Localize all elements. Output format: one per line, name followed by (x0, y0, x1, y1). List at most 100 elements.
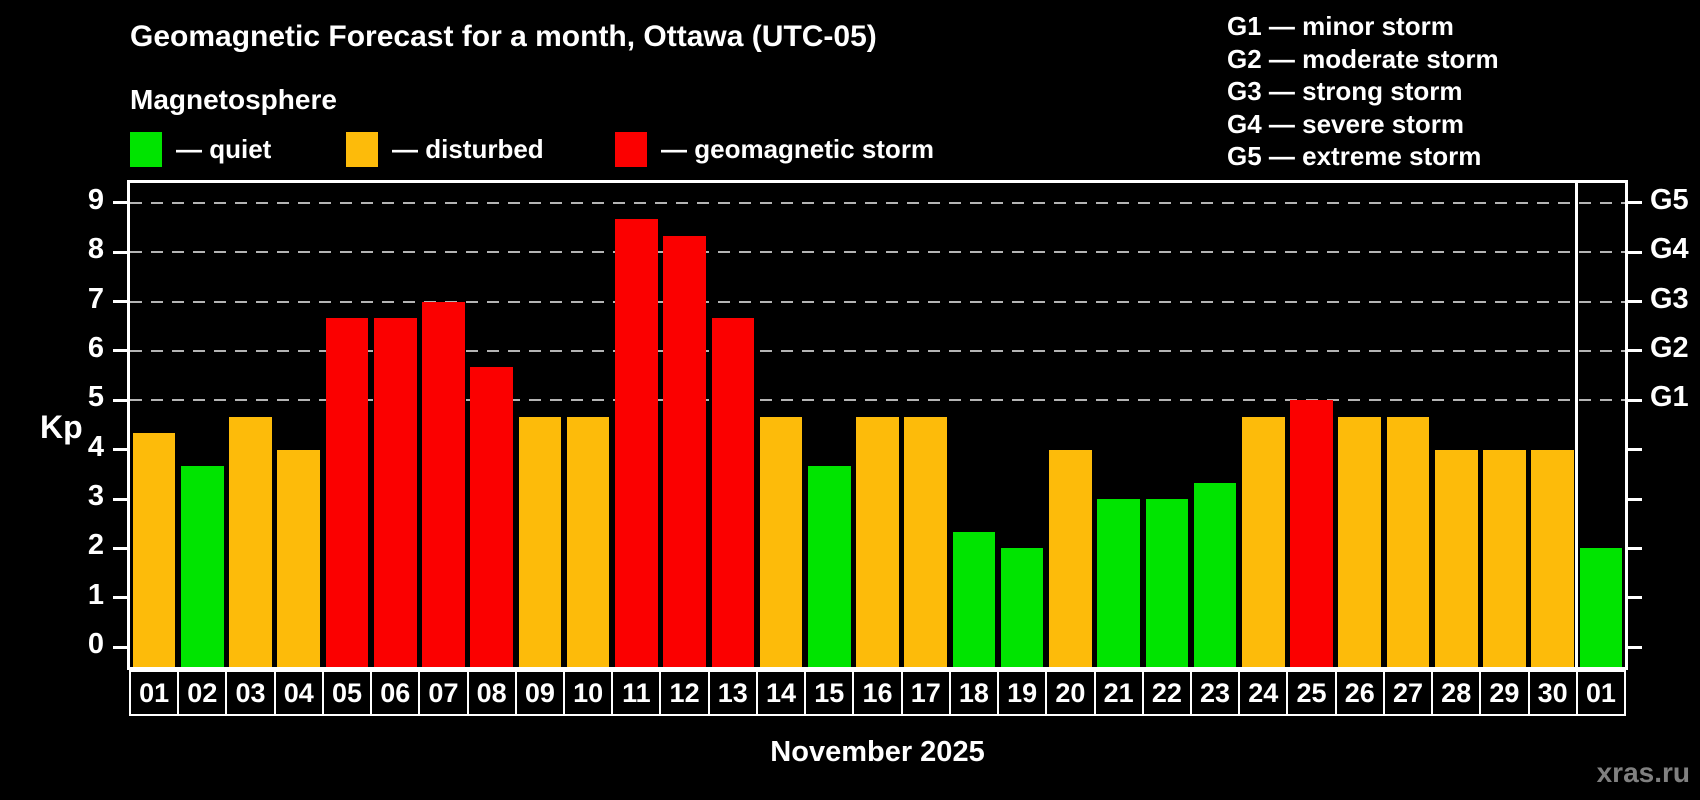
x-label-17-day-17: 17 (900, 670, 951, 716)
y-tick-left-2 (113, 546, 127, 550)
kp-bar-24-day-24 (1241, 416, 1285, 667)
storm-scale-line-g5: G5 — extreme storm (1227, 141, 1482, 171)
kp-bar-27-day-27 (1386, 416, 1430, 667)
x-label-5-day-05: 05 (321, 670, 373, 716)
y-axis-label-3: 3 (87, 480, 104, 513)
y-tick-right-8 (1628, 250, 1642, 254)
storm-scale-line-g2: G2 — moderate storm (1227, 43, 1499, 74)
x-label-27-day-27: 27 (1382, 670, 1434, 716)
y-axis-label-7: 7 (87, 282, 104, 315)
x-label-19-day-19: 19 (997, 670, 1048, 716)
x-label-20-day-20: 20 (1045, 670, 1096, 716)
gridline-kp9 (130, 201, 1625, 204)
legend-item-storm: — geomagnetic storm (615, 131, 934, 167)
kp-bar-15-day-15 (807, 466, 851, 667)
magnetosphere-label: Magnetosphere (130, 84, 337, 115)
storm-scale-legend: G1 — minor storm G2 — moderate storm G3 — … (1227, 10, 1499, 173)
kp-bar-11-day-11 (615, 219, 658, 667)
kp-bar-16-day-16 (856, 416, 899, 667)
kp-bar-3-day-03 (229, 416, 272, 667)
y-tick-left-3 (113, 497, 127, 501)
legend-item-quiet: — quiet (130, 131, 271, 167)
y-tick-right-6 (1628, 349, 1642, 353)
g-scale-label-g1: G1 (1650, 381, 1689, 414)
g-scale-label-g5: G5 (1650, 183, 1689, 216)
g-scale-label-g4: G4 (1650, 233, 1689, 266)
kp-bar-4-day-04 (277, 449, 321, 667)
x-label-3-day-03: 03 (225, 670, 276, 716)
y-axis-label-6: 6 (87, 331, 104, 364)
y-tick-right-4 (1628, 448, 1642, 452)
x-label-13-day-13: 13 (707, 670, 758, 716)
y-axis-label-1: 1 (87, 578, 104, 611)
legend-swatch-disturbed (346, 131, 378, 167)
gridline-kp8 (130, 251, 1625, 254)
gridline-kp5 (130, 399, 1625, 402)
x-label-28-day-28: 28 (1431, 670, 1482, 716)
kp-bar-10-day-10 (566, 416, 610, 667)
x-label-18-day-18: 18 (948, 670, 1000, 716)
y-tick-left-1 (113, 596, 127, 600)
kp-bar-23-day-23 (1193, 482, 1237, 667)
kp-bar-5-day-05 (325, 317, 369, 667)
legend-item-disturbed: — disturbed (346, 131, 544, 167)
y-axis-label-9: 9 (87, 183, 104, 216)
kp-bar-7-day-07 (422, 301, 465, 667)
storm-scale-line-g4: G4 — severe storm (1227, 108, 1465, 139)
y-tick-right-5 (1628, 398, 1642, 402)
kp-bar-6-day-06 (373, 317, 417, 667)
y-tick-left-5 (113, 398, 127, 402)
y-tick-right-9 (1628, 201, 1642, 205)
y-tick-left-9 (113, 201, 127, 205)
kp-bar-14-day-14 (759, 416, 803, 667)
y-tick-right-7 (1628, 300, 1642, 304)
x-label-1-day-01: 01 (129, 670, 180, 716)
y-tick-left-7 (113, 300, 127, 304)
kp-bar-19-day-19 (1000, 548, 1044, 667)
month-boundary-line (1575, 183, 1579, 667)
watermark: xras.ru (1596, 757, 1690, 788)
legend-label-quiet: — quiet (176, 133, 272, 164)
kp-bar-25-day-25 (1290, 400, 1333, 667)
kp-bar-29-day-29 (1483, 449, 1526, 667)
kp-bar-21-day-21 (1097, 499, 1140, 667)
month-caption: November 2025 (770, 736, 985, 768)
x-label-22-day-22: 22 (1141, 670, 1192, 716)
x-label-23-day-23: 23 (1189, 670, 1241, 716)
x-label-25-day-25: 25 (1286, 670, 1337, 716)
kp-bar-13-day-13 (711, 317, 755, 667)
y-axis-label-2: 2 (87, 529, 104, 562)
kp-bar-31-day-01 (1579, 548, 1623, 667)
y-axis-label-0: 0 (87, 628, 104, 661)
x-label-16-day-16: 16 (852, 670, 903, 716)
x-label-8-day-08: 08 (466, 670, 517, 716)
x-label-31-day-01: 01 (1575, 670, 1626, 716)
x-label-6-day-06: 06 (370, 670, 421, 716)
chart-title: Geomagnetic Forecast for a month, Ottawa… (130, 20, 877, 53)
y-tick-left-6 (113, 349, 127, 353)
y-tick-left-4 (113, 448, 127, 452)
x-label-4-day-04: 04 (273, 670, 324, 716)
x-label-11-day-11: 11 (611, 670, 662, 716)
storm-scale-line-g3: G3 — strong storm (1227, 76, 1463, 106)
g-scale-label-g3: G3 (1650, 282, 1689, 315)
x-label-26-day-26: 26 (1334, 670, 1385, 716)
kp-bar-20-day-20 (1049, 449, 1092, 667)
x-label-9-day-09: 09 (514, 670, 566, 716)
g-scale-label-g2: G2 (1650, 331, 1689, 364)
y-axis-title: Kp (40, 409, 83, 445)
kp-bar-2-day-02 (181, 466, 224, 667)
legend-swatch-storm (615, 131, 647, 167)
kp-bar-18-day-18 (952, 532, 996, 667)
x-label-24-day-24: 24 (1238, 670, 1289, 716)
y-tick-right-2 (1628, 546, 1642, 550)
x-label-7-day-07: 07 (418, 670, 469, 716)
plot-area (130, 183, 1625, 667)
y-axis-label-5: 5 (87, 381, 104, 414)
y-axis-label-8: 8 (87, 233, 104, 266)
kp-bar-12-day-12 (663, 235, 706, 667)
x-label-21-day-21: 21 (1093, 670, 1144, 716)
kp-bar-28-day-28 (1434, 449, 1478, 667)
kp-bar-1-day-01 (132, 433, 176, 667)
kp-bar-26-day-26 (1338, 416, 1382, 667)
